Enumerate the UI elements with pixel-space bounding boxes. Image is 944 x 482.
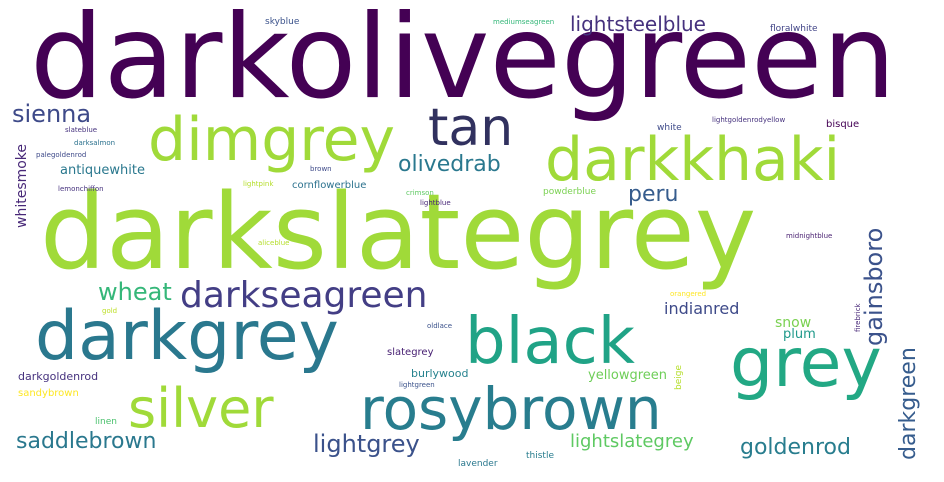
word: lightslategrey [570,431,694,452]
word: bisque [826,119,860,130]
word: brown [310,165,332,173]
word: tan [428,98,514,158]
word: lavender [458,459,498,469]
word: grey [730,324,882,403]
word: thistle [526,451,554,461]
word: gold [102,307,118,315]
word: antiquewhite [60,163,145,178]
word: darkkhaki [545,125,841,195]
word: darkolivegreen [30,0,896,125]
word: midnightblue [786,232,833,240]
word: orangered [670,290,707,298]
word: skyblue [265,17,300,27]
word: crimson [406,189,434,197]
word: powderblue [543,187,596,197]
word: darkgrey [35,297,339,376]
word: linen [95,417,117,427]
word: indianred [664,299,740,318]
word: lightpink [243,180,274,188]
word: darkgreen [896,347,921,460]
word: aliceblue [258,239,290,247]
word: mediumseagreen [493,18,555,26]
word: wheat [98,278,172,306]
word: silver [128,377,274,440]
word: slategrey [387,347,434,358]
word: plum [783,327,816,342]
word: darkgoldenrod [18,370,99,383]
word: beige [674,364,684,390]
word: floralwhite [770,24,818,34]
word: olivedrab [398,152,501,177]
word: saddlebrown [16,429,157,454]
word: palegoldenrod [36,151,87,159]
word: burlywood [411,367,469,380]
word: lightblue [420,199,451,207]
word: cornflowerblue [292,180,367,191]
word: sienna [12,100,92,128]
word: gainsboro [860,227,888,346]
word: darkslategrey [40,171,757,293]
word: oldlace [427,322,453,330]
word: whitesmoke [14,143,30,228]
word: slateblue [65,126,98,134]
word: dimgrey [148,105,396,175]
word: lightsteelblue [570,12,706,36]
word: firebrick [854,303,862,332]
word: lightgoldenrodyellow [712,116,786,124]
word: lightgreen [399,381,435,389]
word: white [657,123,682,133]
word: sandybrown [18,388,79,399]
word: peru [628,182,679,207]
word: darksalmon [74,139,116,147]
word: black [465,305,635,379]
word: lemonchiffon [58,185,104,193]
word: lightgrey [313,430,420,458]
word: rosybrown [360,375,662,443]
word: darkseagreen [180,275,428,316]
word: snow [775,315,812,331]
word: yellowgreen [588,368,668,383]
word: goldenrod [740,435,851,460]
